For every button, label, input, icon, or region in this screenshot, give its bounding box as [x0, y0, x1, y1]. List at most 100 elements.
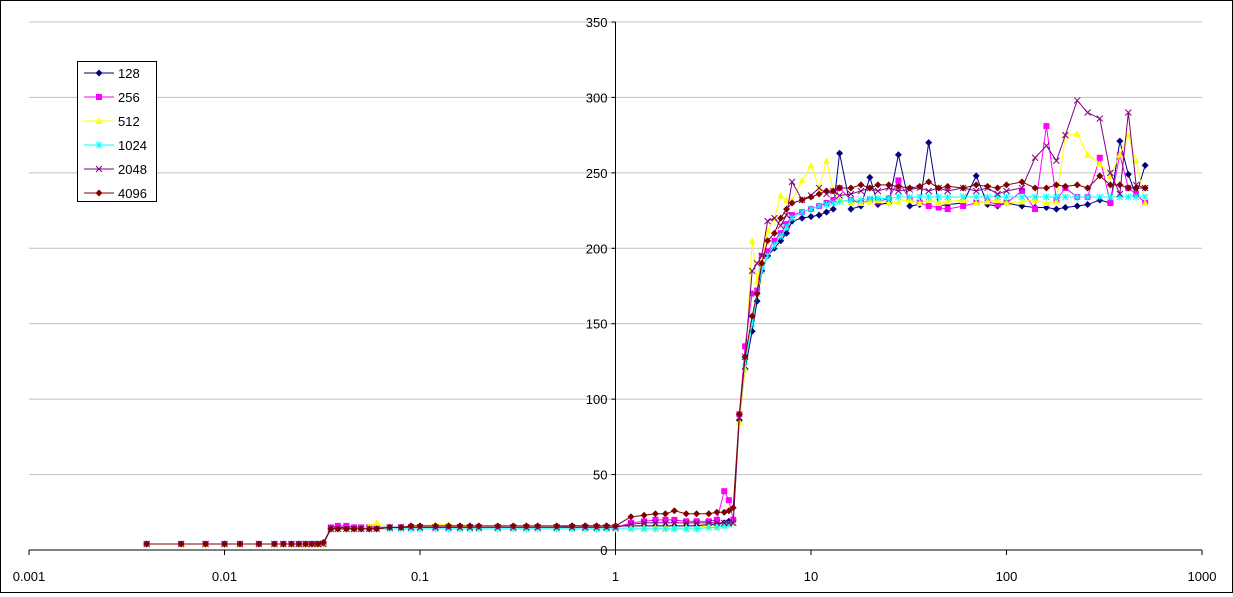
y-tick-label: 100	[586, 392, 608, 407]
data-point	[1096, 160, 1104, 167]
data-point	[935, 193, 943, 201]
data-point	[798, 176, 806, 184]
data-point	[972, 193, 980, 201]
data-point	[1061, 193, 1069, 201]
data-point	[670, 507, 678, 515]
data-point	[652, 516, 659, 523]
data-point	[944, 206, 951, 213]
data-point	[866, 195, 874, 203]
data-point	[287, 540, 295, 548]
data-point	[1042, 184, 1050, 192]
data-point	[1132, 193, 1140, 201]
data-point	[1084, 193, 1091, 201]
data-point	[847, 190, 855, 198]
series-line-4096	[146, 175, 1146, 545]
data-point	[935, 184, 943, 192]
data-point	[866, 184, 874, 192]
data-point	[885, 195, 893, 203]
legend-marker-icon	[95, 189, 103, 197]
data-point	[925, 139, 933, 147]
data-point	[1018, 187, 1025, 194]
legend-swatch-icon	[84, 165, 114, 173]
data-point	[823, 201, 830, 209]
legend-label: 2048	[118, 161, 147, 177]
legend-marker-icon	[95, 117, 103, 124]
data-point	[807, 193, 815, 201]
data-point	[748, 237, 756, 244]
legend-item-2048: 2048	[78, 157, 156, 181]
data-point	[1043, 123, 1050, 130]
data-point	[874, 181, 882, 189]
data-point	[836, 149, 844, 157]
data-point	[1043, 193, 1050, 201]
data-point	[894, 151, 902, 159]
data-point	[693, 519, 700, 527]
data-point	[721, 488, 728, 495]
data-point	[373, 525, 381, 533]
x-tick-label: 1	[612, 569, 619, 584]
data-point	[836, 192, 843, 199]
data-point	[475, 522, 483, 530]
data-point	[959, 184, 967, 192]
data-point	[925, 178, 933, 186]
data-point	[984, 193, 991, 201]
data-point	[798, 214, 806, 222]
data-point	[764, 217, 771, 225]
data-point	[735, 410, 743, 418]
x-tick-label: 100	[996, 569, 1018, 584]
data-point	[1018, 198, 1026, 205]
data-point	[895, 177, 902, 184]
data-point	[1106, 181, 1114, 189]
data-point	[1042, 199, 1050, 207]
data-point	[944, 182, 952, 190]
legend-label: 1024	[118, 137, 147, 153]
data-point	[753, 290, 761, 298]
data-point	[640, 511, 648, 519]
data-point	[916, 199, 924, 207]
data-point	[627, 519, 634, 526]
legend-marker-icon	[96, 94, 102, 100]
data-point	[725, 497, 732, 504]
chart-legend: 128 256 512 1024 2048 4096	[77, 61, 157, 202]
data-point	[143, 540, 151, 548]
data-point	[705, 510, 713, 518]
data-point	[627, 513, 635, 521]
data-point	[682, 519, 690, 527]
data-point	[612, 522, 619, 530]
data-point	[279, 540, 287, 548]
data-point	[847, 184, 855, 192]
data-point	[972, 172, 980, 180]
legend-swatch-icon	[84, 117, 114, 124]
data-point	[1124, 170, 1132, 178]
data-point	[798, 208, 806, 216]
x-tick-label: 0.01	[212, 569, 237, 584]
data-point	[822, 187, 830, 195]
data-point	[916, 182, 924, 190]
data-point	[742, 343, 749, 350]
data-point	[758, 255, 766, 262]
data-point	[365, 525, 373, 533]
data-point	[553, 522, 561, 530]
data-point	[885, 181, 893, 189]
data-point	[972, 199, 980, 207]
data-point	[749, 290, 756, 297]
y-tick-label: 0	[600, 543, 607, 558]
data-point	[445, 522, 453, 530]
data-point	[1124, 184, 1132, 192]
data-point	[1141, 184, 1149, 192]
data-point	[1124, 131, 1132, 139]
data-point	[925, 203, 932, 210]
x-tick-label: 0.1	[411, 569, 429, 584]
data-point	[771, 237, 778, 244]
data-point	[1031, 193, 1039, 201]
data-point	[640, 519, 648, 527]
data-point	[302, 540, 310, 548]
data-point	[944, 198, 952, 205]
data-point	[255, 540, 263, 548]
legend-marker-icon	[95, 69, 103, 77]
data-point	[984, 182, 992, 190]
data-point	[373, 519, 381, 526]
data-point	[236, 540, 244, 548]
data-point	[1132, 184, 1140, 192]
